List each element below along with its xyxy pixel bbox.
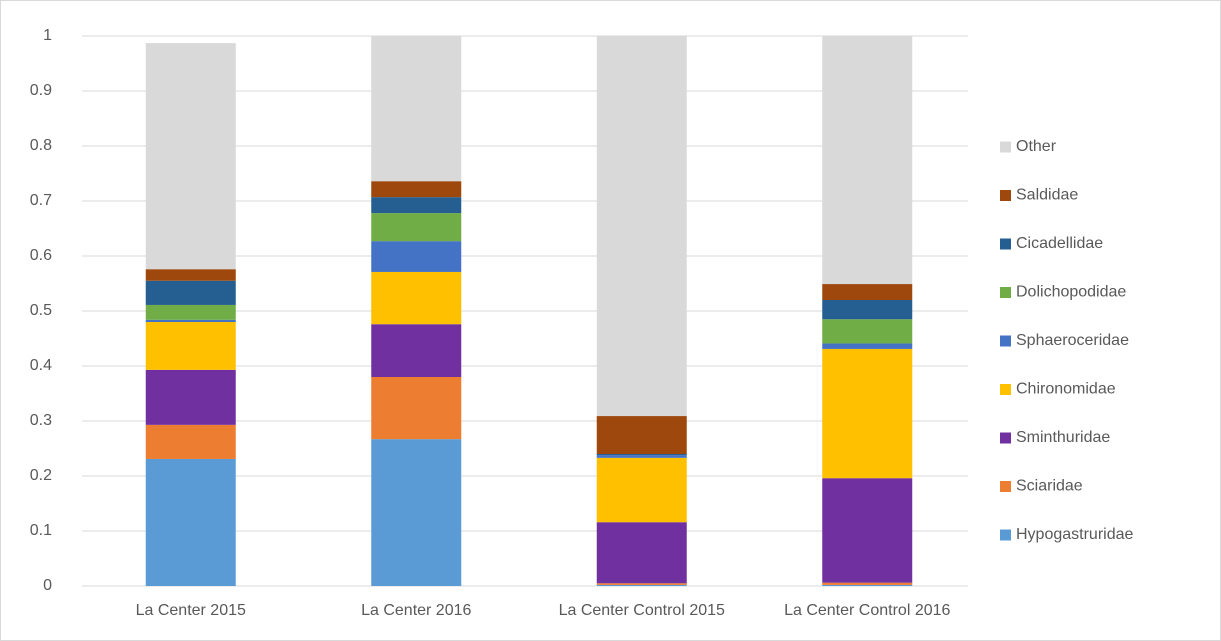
x-tick-label: La Center Control 2015: [559, 602, 725, 619]
bar-segment: [371, 241, 462, 272]
bar-segment: [596, 416, 687, 454]
legend-swatch: [1000, 384, 1011, 395]
y-tick-label: 0.7: [30, 192, 52, 209]
bar-segment: [145, 319, 236, 322]
legend-swatch: [1000, 529, 1011, 541]
legend-label: Hypogastruridae: [1016, 526, 1134, 543]
legend-swatch: [1000, 287, 1011, 298]
bar-segment: [822, 300, 913, 320]
bar-segment: [822, 348, 913, 479]
bar-segment: [145, 369, 236, 425]
legend-label: Chironomidae: [1016, 381, 1116, 398]
bar-segment: [371, 213, 462, 242]
bar-segment: [371, 181, 462, 198]
bar-segment: [822, 582, 913, 585]
bar-segment: [596, 454, 687, 456]
bar-segment: [596, 457, 687, 523]
y-tick-label: 0: [43, 577, 52, 594]
bar-segment: [822, 478, 913, 583]
bar-segment: [596, 583, 687, 585]
y-tick-label: 0.1: [30, 522, 52, 539]
y-tick-label: 0.4: [30, 357, 52, 374]
bar-segment: [145, 322, 236, 370]
bar-segment: [371, 197, 462, 214]
y-tick-label: 0.3: [30, 412, 52, 429]
legend-swatch: [1000, 190, 1011, 201]
legend-swatch: [1000, 481, 1011, 492]
bar-segment: [822, 319, 913, 344]
y-tick-label: 0.2: [30, 467, 52, 484]
bar-segment: [371, 36, 462, 182]
x-tick-label: La Center Control 2016: [784, 602, 950, 619]
bar-segment: [596, 455, 687, 458]
legend-label: Sphaeroceridae: [1016, 332, 1129, 349]
bar-segment: [371, 439, 462, 586]
bar-segment: [145, 269, 236, 281]
legend-swatch: [1000, 335, 1011, 347]
x-tick-label: La Center 2015: [136, 602, 246, 619]
legend-swatch: [1000, 432, 1011, 444]
x-tick-label: La Center 2016: [361, 602, 471, 619]
legend-label: Dolichopodidae: [1016, 284, 1126, 301]
bar-segment: [822, 343, 913, 349]
bar-segment: [145, 280, 236, 305]
legend-label: Cicadellidae: [1016, 235, 1103, 252]
bar-segment: [371, 377, 462, 440]
bar-segment: [596, 36, 687, 417]
legend-label: Sminthuridae: [1016, 429, 1110, 446]
bar-segment: [145, 43, 236, 270]
bar-segment: [371, 324, 462, 377]
y-tick-label: 0.5: [30, 302, 52, 319]
bar-segment: [596, 522, 687, 584]
y-tick-label: 0.8: [30, 137, 52, 154]
bar-segment: [145, 424, 236, 459]
legend-swatch: [1000, 141, 1011, 153]
bar-segment: [145, 458, 236, 586]
y-tick-label: 1: [43, 27, 52, 44]
bar-segment: [371, 271, 462, 325]
bar-segment: [596, 584, 687, 586]
bar-segment: [822, 584, 913, 586]
legend-label: Other: [1016, 138, 1057, 155]
bar-segment: [822, 36, 913, 285]
legend-swatch: [1000, 238, 1011, 250]
legend-label: Saldidae: [1016, 187, 1078, 204]
bar-segment: [145, 304, 236, 320]
y-tick-label: 0.9: [30, 82, 52, 99]
y-tick-label: 0.6: [30, 247, 52, 264]
legend-label: Sciaridae: [1016, 478, 1083, 495]
bar-segment: [822, 284, 913, 300]
